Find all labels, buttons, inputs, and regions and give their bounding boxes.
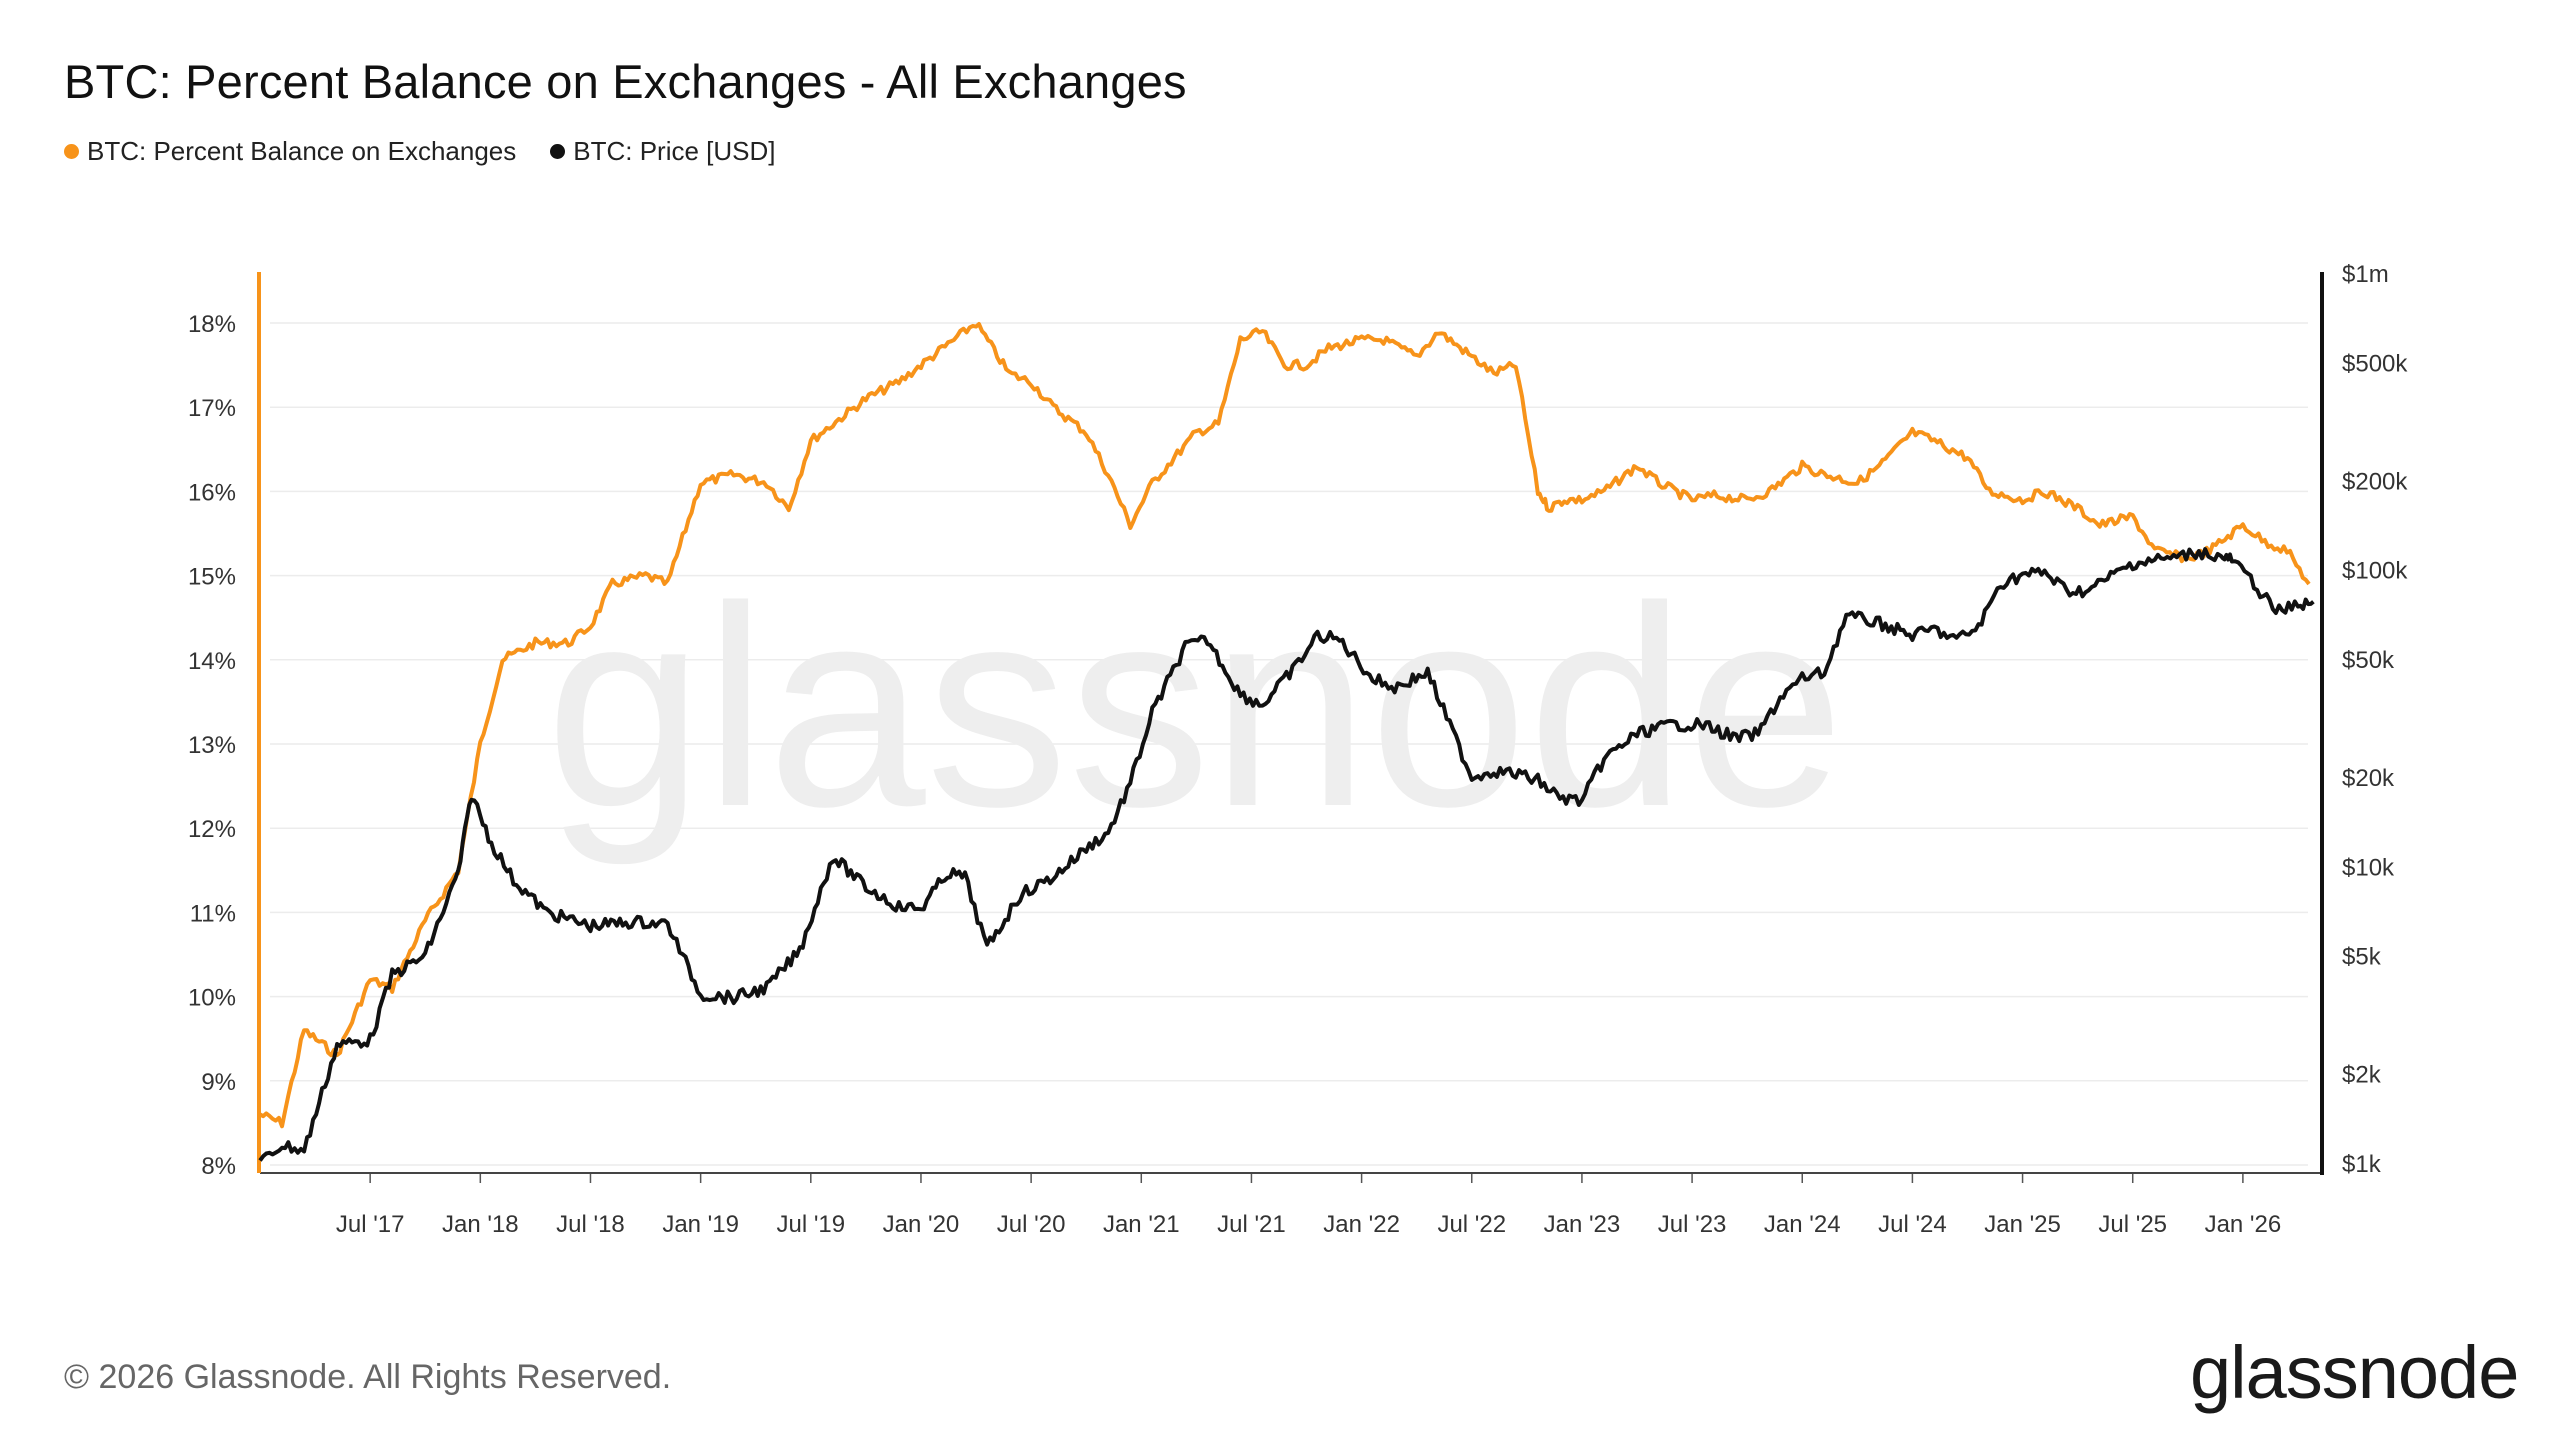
right-tick-label: $200k (2342, 468, 2408, 495)
right-tick-label: $100k (2342, 558, 2408, 585)
left-tick-label: 16% (188, 479, 236, 506)
left-tick-label: 11% (190, 900, 236, 927)
left-tick-label: 9% (201, 1069, 236, 1096)
right-tick-label: $50k (2342, 647, 2395, 674)
x-tick-label: Jul '22 (1437, 1211, 1506, 1238)
left-tick-label: 10% (188, 985, 236, 1012)
x-tick-label: Jan '21 (1103, 1211, 1180, 1238)
series-line-exchange-balance[interactable] (258, 322, 2311, 1129)
x-tick-label: Jan '19 (662, 1211, 739, 1238)
x-tick-label: Jul '21 (1217, 1211, 1286, 1238)
copyright-text: © 2026 Glassnode. All Rights Reserved. (64, 1358, 672, 1396)
x-tick-label: Jan '22 (1323, 1211, 1400, 1238)
legend: BTC: Percent Balance on Exchanges BTC: P… (64, 136, 776, 167)
x-tick-label: Jan '24 (1764, 1211, 1841, 1238)
chart-title: BTC: Percent Balance on Exchanges - All … (64, 55, 1187, 108)
legend-dot-icon (550, 144, 566, 159)
x-tick-label: Jul '24 (1878, 1211, 1947, 1238)
legend-label: BTC: Price [USD] (573, 136, 776, 166)
right-tick-label: $2k (2342, 1062, 2382, 1089)
left-tick-label: 8% (201, 1153, 236, 1180)
x-tick-label: Jul '23 (1658, 1211, 1727, 1238)
x-tick-label: Jan '20 (883, 1211, 960, 1238)
right-tick-label: $500k (2342, 350, 2408, 377)
x-tick-label: Jan '18 (442, 1211, 519, 1238)
series-line-price[interactable] (258, 547, 2315, 1162)
right-tick-label: $1k (2342, 1151, 2382, 1178)
left-tick-label: 18% (188, 311, 236, 338)
right-tick-label: $1m (2342, 261, 2389, 288)
x-tick-label: Jan '26 (2205, 1211, 2282, 1238)
series-lines (258, 322, 2315, 1162)
legend-item-price[interactable]: BTC: Price [USD] (550, 136, 776, 167)
right-tick-label: $10k (2342, 854, 2395, 881)
legend-dot-icon (64, 144, 79, 159)
gridlines (270, 322, 2308, 1166)
left-tick-label: 17% (188, 395, 236, 422)
legend-item-exchange-balance[interactable]: BTC: Percent Balance on Exchanges (64, 136, 516, 167)
right-tick-label: $5k (2342, 944, 2382, 971)
left-tick-label: 13% (188, 732, 236, 759)
left-tick-label: 14% (188, 648, 236, 675)
left-tick-label: 12% (188, 816, 236, 843)
left-tick-label: 15% (188, 564, 236, 591)
glassnode-logo: glassnode (2190, 1331, 2519, 1414)
x-tick-label: Jan '25 (1984, 1211, 2061, 1238)
x-tick-label: Jul '19 (776, 1211, 845, 1238)
x-tick-label: Jul '20 (997, 1211, 1066, 1238)
legend-label: BTC: Percent Balance on Exchanges (87, 136, 517, 166)
axes: 8% 9% 10% 11% 12% 13% 14% 15% 16% 17% 18% $1k $2k $5k… (188, 261, 2408, 1238)
right-tick-label: $20k (2342, 765, 2395, 792)
x-tick-label: Jul '18 (556, 1211, 625, 1238)
watermark: glassnode (545, 548, 1844, 867)
x-tick-label: Jul '25 (2098, 1211, 2167, 1238)
x-tick-label: Jul '17 (336, 1211, 405, 1238)
x-tick-label: Jan '23 (1544, 1211, 1621, 1238)
